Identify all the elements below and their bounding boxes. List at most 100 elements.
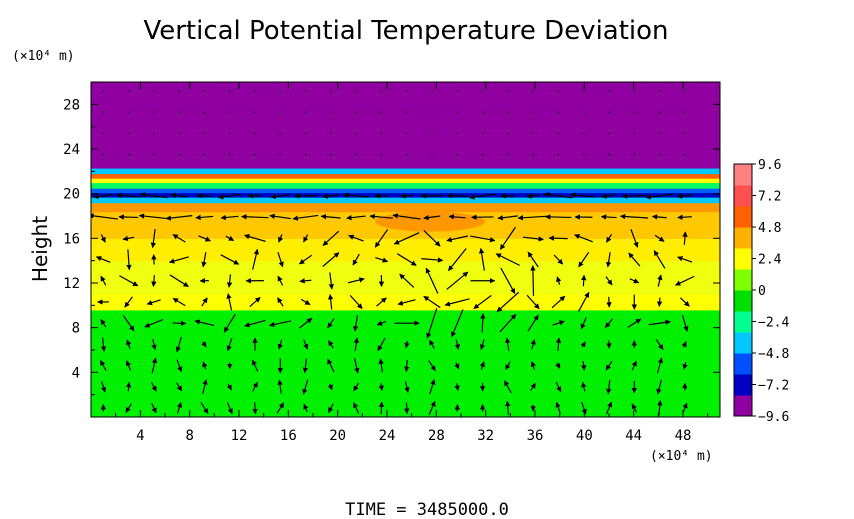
wind-vector: [355, 153, 357, 156]
wind-vector: [532, 153, 534, 156]
wind-vector: [226, 274, 233, 288]
wind-vector: [254, 90, 256, 92]
wind-vector: [654, 234, 665, 242]
wind-vector: [343, 192, 369, 198]
x-tick-label: 12: [231, 428, 248, 444]
wind-vector: [431, 153, 433, 156]
wind-vector: [153, 132, 155, 135]
field-layer: [91, 260, 720, 295]
wind-vector: [102, 111, 105, 113]
wind-vector: [600, 214, 617, 220]
wind-vector: [557, 153, 560, 156]
wind-vector: [178, 153, 180, 156]
wind-vector: [653, 250, 666, 269]
field-layer: [91, 173, 720, 179]
wind-vector: [175, 336, 182, 353]
wind-vector: [454, 339, 460, 350]
wind-vector: [353, 402, 360, 414]
wind-vector: [170, 192, 188, 199]
colorbar-swatch: [734, 164, 752, 186]
wind-vector: [480, 313, 486, 333]
wind-vector: [454, 383, 460, 392]
wind-vector: [277, 275, 284, 286]
wind-vector: [574, 234, 593, 243]
wind-vector: [380, 111, 383, 113]
wind-vector: [277, 252, 284, 268]
wind-vector: [226, 402, 233, 415]
wind-vector: [228, 153, 231, 156]
wind-vector: [656, 297, 663, 307]
x-unit-label: (×10⁴ m): [650, 449, 713, 464]
wind-vector: [548, 235, 568, 241]
wind-vector: [228, 132, 231, 135]
wind-vector: [479, 339, 486, 351]
wind-vector: [202, 361, 208, 370]
wind-vector: [270, 193, 290, 200]
wind-vector: [507, 111, 509, 113]
wind-vector: [269, 320, 292, 328]
wind-vector: [656, 379, 663, 395]
wind-vector: [682, 361, 688, 370]
wind-vector: [153, 111, 155, 113]
wind-vector: [376, 320, 386, 326]
wind-vector: [195, 214, 214, 221]
wind-vector: [226, 383, 232, 391]
wind-vector: [304, 90, 307, 92]
wind-vector: [102, 132, 105, 135]
colorbar-swatch: [734, 269, 752, 291]
wind-vector: [298, 254, 313, 265]
x-tick-label: 44: [625, 428, 642, 444]
wind-vector: [404, 381, 410, 393]
wind-vector: [473, 294, 492, 310]
wind-vector: [658, 153, 661, 156]
wind-vector: [621, 193, 647, 199]
wind-vector: [630, 229, 639, 248]
y-axis-label: Height: [28, 216, 52, 282]
wind-vector: [431, 90, 433, 92]
wind-vector: [526, 294, 540, 310]
wind-vector: [176, 382, 183, 392]
wind-vector: [656, 357, 663, 374]
wind-vector: [677, 214, 692, 220]
wind-vector: [551, 295, 566, 309]
wind-vector: [606, 379, 612, 395]
colorbar-tick-label: −2.4: [758, 316, 789, 331]
x-tick-label: 48: [675, 428, 692, 444]
wind-vector: [203, 111, 206, 113]
wind-vector: [608, 90, 610, 92]
wind-vector: [279, 111, 282, 113]
wind-vector: [425, 267, 439, 294]
wind-vector: [651, 214, 667, 220]
wind-vector: [201, 252, 207, 268]
wind-vector: [200, 402, 209, 415]
wind-vector: [578, 251, 590, 268]
wind-vector: [151, 338, 157, 351]
colorbar-tick-label: −4.8: [758, 347, 789, 362]
wind-vector: [431, 132, 433, 135]
colorbar-tick-label: 0: [758, 284, 766, 299]
wind-vector: [377, 337, 386, 352]
wind-vector: [423, 295, 441, 309]
wind-vector: [581, 361, 587, 371]
wind-vector: [299, 278, 312, 284]
wind-vector: [303, 234, 309, 243]
wind-vector: [675, 275, 695, 286]
wind-vector: [277, 297, 284, 307]
wind-vector: [198, 235, 211, 242]
wind-vector: [375, 256, 389, 263]
wind-vector: [405, 111, 408, 113]
wind-vector: [228, 90, 231, 92]
wind-vector: [127, 132, 130, 135]
wind-vector: [423, 230, 441, 247]
wind-vector: [122, 315, 135, 332]
field-layer: [91, 309, 720, 417]
y-unit-label: (×10⁴ m): [12, 49, 75, 64]
wind-vector: [92, 193, 114, 200]
wind-vector: [217, 193, 242, 200]
wind-vector: [684, 153, 686, 156]
wind-vector: [677, 256, 693, 263]
wind-vector: [220, 254, 240, 265]
wind-vector: [657, 400, 663, 416]
wind-vector: [495, 253, 520, 266]
wind-vector: [322, 252, 340, 267]
